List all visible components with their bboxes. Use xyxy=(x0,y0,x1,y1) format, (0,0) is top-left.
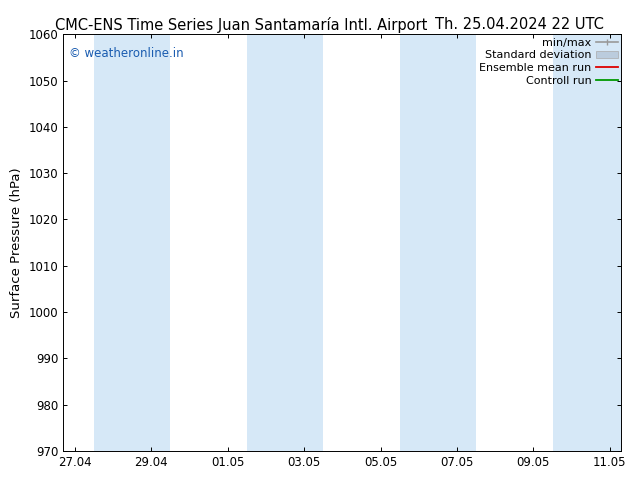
Bar xyxy=(247,34,323,451)
Bar xyxy=(553,34,621,451)
Text: © weatheronline.in: © weatheronline.in xyxy=(69,47,184,60)
Y-axis label: Surface Pressure (hPa): Surface Pressure (hPa) xyxy=(10,167,23,318)
Bar xyxy=(399,34,476,451)
Text: Th. 25.04.2024 22 UTC: Th. 25.04.2024 22 UTC xyxy=(436,17,604,32)
Legend: min/max, Standard deviation, Ensemble mean run, Controll run: min/max, Standard deviation, Ensemble me… xyxy=(479,38,618,86)
Bar xyxy=(94,34,171,451)
Text: CMC-ENS Time Series Juan Santamaría Intl. Airport: CMC-ENS Time Series Juan Santamaría Intl… xyxy=(55,17,427,33)
